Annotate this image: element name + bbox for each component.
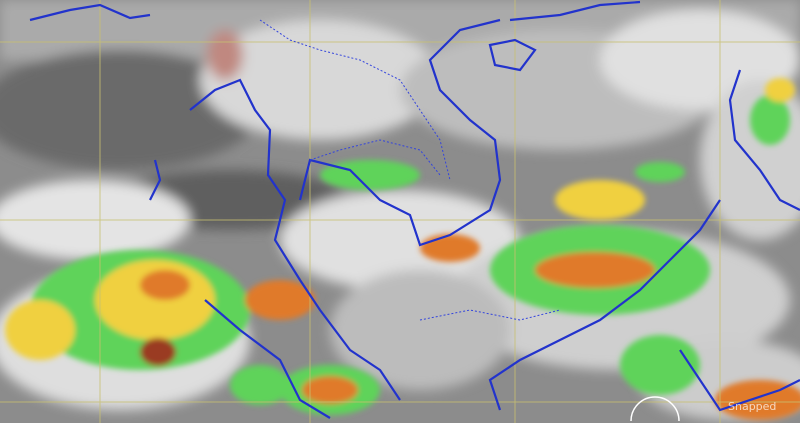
coastlines <box>29 0 800 419</box>
borders <box>259 19 561 321</box>
watermark: Snapped <box>728 400 777 413</box>
circle-marker <box>630 396 680 422</box>
